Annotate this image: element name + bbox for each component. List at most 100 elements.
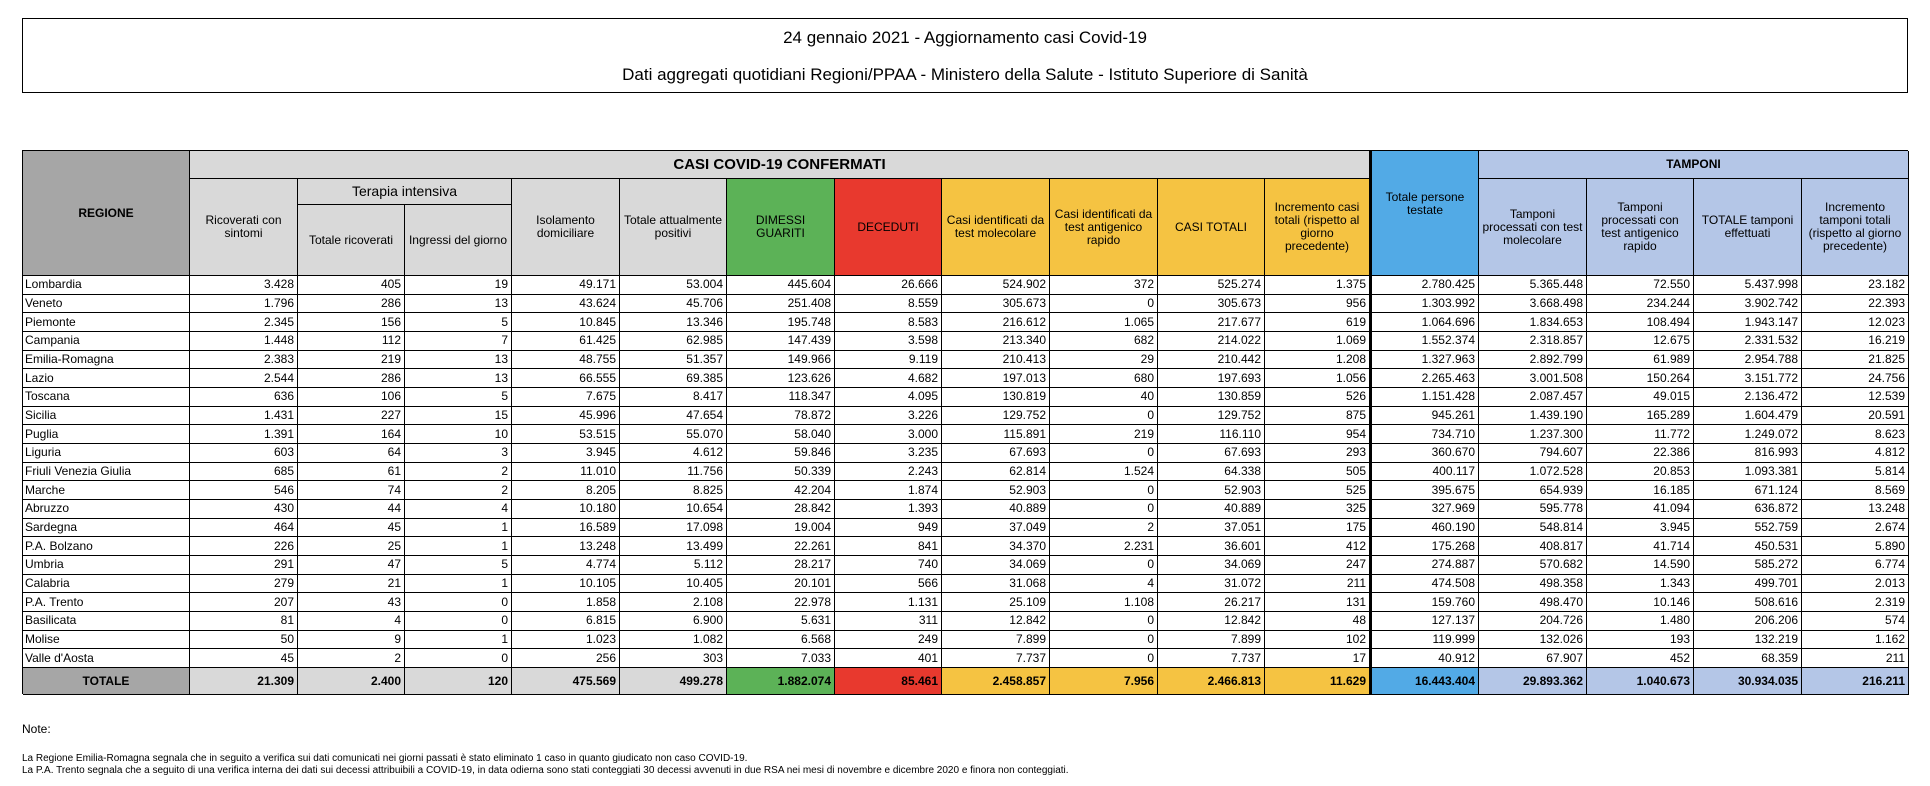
region-name: Sicilia	[23, 406, 190, 426]
table-cell: 226	[190, 537, 298, 556]
table-cell: 7.033	[727, 649, 835, 668]
table-cell: 7	[405, 332, 512, 351]
table-cell: 1.131	[835, 593, 942, 612]
table-cell: 159.760	[1372, 593, 1479, 612]
table-cell: 175.268	[1372, 537, 1479, 556]
total-cell: 120	[405, 668, 512, 695]
table-cell: 949	[835, 518, 942, 538]
table-cell: 41.094	[1587, 500, 1694, 519]
table-cell: 408.817	[1479, 537, 1587, 556]
table-cell: 16.219	[1802, 332, 1909, 351]
table-cell: 619	[1265, 313, 1372, 332]
table-cell: 2.319	[1802, 593, 1909, 612]
table-cell: 445.604	[727, 276, 835, 295]
column-header: Casi identificati da test antigenico rap…	[1050, 179, 1158, 276]
table-cell: 1.448	[190, 332, 298, 351]
table-cell: 680	[1050, 369, 1158, 388]
table-cell: 22.393	[1802, 294, 1909, 314]
table-cell: 498.358	[1479, 574, 1587, 594]
table-cell: 3.235	[835, 444, 942, 463]
region-name: P.A. Bolzano	[23, 537, 190, 556]
table-cell: 1.237.300	[1479, 425, 1587, 444]
region-name: Umbria	[23, 556, 190, 575]
table-cell: 64	[298, 444, 405, 463]
table-cell: 66.555	[512, 369, 620, 388]
region-name: Abruzzo	[23, 500, 190, 519]
table-cell: 67.693	[942, 444, 1050, 463]
table-cell: 53.004	[620, 276, 727, 295]
table-cell: 3.428	[190, 276, 298, 295]
table-cell: 69.385	[620, 369, 727, 388]
table-cell: 311	[835, 612, 942, 631]
table-cell: 1.393	[835, 500, 942, 519]
table-cell: 62.814	[942, 462, 1050, 482]
table-cell: 6.900	[620, 612, 727, 631]
table-cell: 566	[835, 574, 942, 594]
table-cell: 4.774	[512, 556, 620, 575]
table-cell: 214.022	[1158, 332, 1265, 351]
total-cell: 85.461	[835, 668, 942, 695]
table-cell: 28.842	[727, 500, 835, 519]
table-cell: 40	[1050, 388, 1158, 407]
table-cell: 26.666	[835, 276, 942, 295]
table-cell: 460.190	[1372, 518, 1479, 538]
table-cell: 430	[190, 500, 298, 519]
table-cell: 3.902.742	[1694, 294, 1802, 314]
table-cell: 5.365.448	[1479, 276, 1587, 295]
column-header: TOTALE tamponi effettuati	[1694, 179, 1802, 276]
column-header: Totale persone testate	[1372, 151, 1479, 276]
table-cell: 956	[1265, 294, 1372, 314]
table-cell: 2	[1050, 518, 1158, 538]
table-cell: 132.219	[1694, 630, 1802, 650]
table-cell: 0	[1050, 556, 1158, 575]
table-cell: 305.673	[942, 294, 1050, 314]
table-cell: 286	[298, 369, 405, 388]
table-cell: 525.274	[1158, 276, 1265, 295]
column-header: Tamponi processati con test molecolare	[1479, 179, 1587, 276]
table-cell: 227	[298, 406, 405, 426]
table-cell: 28.217	[727, 556, 835, 575]
table-cell: 45.706	[620, 294, 727, 314]
table-cell: 1.208	[1265, 350, 1372, 370]
table-cell: 45.996	[512, 406, 620, 426]
table-cell: 22.386	[1587, 444, 1694, 463]
table-cell: 22.261	[727, 537, 835, 556]
table-cell: 59.846	[727, 444, 835, 463]
table-cell: 34.069	[1158, 556, 1265, 575]
table-cell: 526	[1265, 388, 1372, 407]
table-cell: 102	[1265, 630, 1372, 650]
table-cell: 6.774	[1802, 556, 1909, 575]
column-header: CASI TOTALI	[1158, 179, 1265, 276]
table-cell: 61	[298, 462, 405, 482]
table-cell: 206.206	[1694, 612, 1802, 631]
region-name: Emilia-Romagna	[23, 350, 190, 370]
table-cell: 123.626	[727, 369, 835, 388]
table-cell: 1.162	[1802, 630, 1909, 650]
table-cell: 37.049	[942, 518, 1050, 538]
table-cell: 293	[1265, 444, 1372, 463]
column-header: Incremento tamponi totali (rispetto al g…	[1802, 179, 1909, 276]
table-cell: 0	[1050, 612, 1158, 631]
table-cell: 147.439	[727, 332, 835, 351]
table-cell: 5.814	[1802, 462, 1909, 482]
table-cell: 119.999	[1372, 630, 1479, 650]
table-cell: 1.391	[190, 425, 298, 444]
table-cell: 195.748	[727, 313, 835, 332]
region-name: Veneto	[23, 294, 190, 314]
table-cell: 51.357	[620, 350, 727, 370]
table-cell: 1.082	[620, 630, 727, 650]
table-cell: 29	[1050, 350, 1158, 370]
table-cell: 7.737	[942, 649, 1050, 668]
table-cell: 2.892.799	[1479, 350, 1587, 370]
table-cell: 327.969	[1372, 500, 1479, 519]
table-cell: 165.289	[1587, 406, 1694, 426]
table-cell: 10	[405, 425, 512, 444]
table-cell: 0	[1050, 630, 1158, 650]
table-cell: 5	[405, 556, 512, 575]
group-header: CASI COVID-19 CONFERMATI	[190, 151, 1372, 179]
table-cell: 1.796	[190, 294, 298, 314]
table-cell: 5.890	[1802, 537, 1909, 556]
table-cell: 10.146	[1587, 593, 1694, 612]
table-cell: 20.101	[727, 574, 835, 594]
table-cell: 7.899	[942, 630, 1050, 650]
